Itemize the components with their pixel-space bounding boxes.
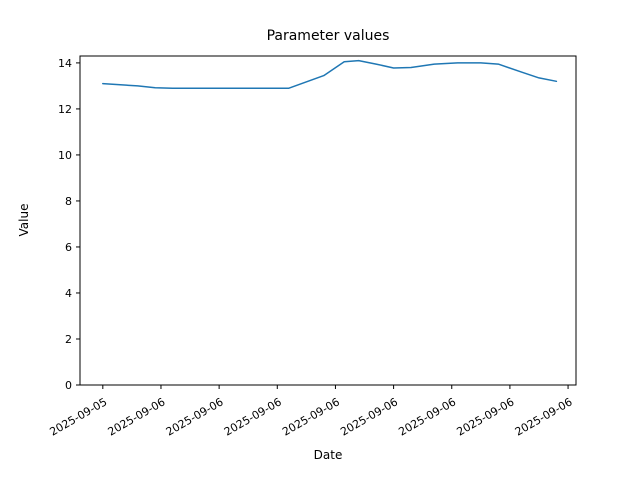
y-tick-label: 6	[65, 241, 72, 254]
x-tick-label: 2025-09-06	[280, 395, 342, 438]
chart-title: Parameter values	[266, 28, 390, 44]
y-tick-label: 4	[65, 287, 72, 300]
x-tick-label: 2025-09-06	[396, 395, 458, 438]
y-tick-label: 0	[65, 379, 72, 392]
x-axis-label: Date	[313, 448, 343, 462]
x-tick-label: 2025-09-06	[222, 395, 284, 438]
x-tick-label: 2025-09-06	[455, 395, 517, 438]
x-tick-label: 2025-09-06	[164, 395, 226, 438]
x-tick-label: 2025-09-06	[338, 395, 400, 438]
x-tick-label: 2025-09-06	[513, 395, 575, 438]
axes-spines	[79, 55, 577, 386]
y-tick-label: 8	[65, 195, 72, 208]
x-tick-label: 2025-09-05	[47, 395, 109, 438]
y-tick-label: 2	[65, 333, 72, 346]
y-tick-label: 10	[58, 149, 72, 162]
y-tick-label: 14	[58, 57, 72, 70]
data-line	[102, 59, 558, 89]
x-tick-label: 2025-09-06	[106, 395, 168, 438]
y-tick-label: 12	[58, 103, 72, 116]
